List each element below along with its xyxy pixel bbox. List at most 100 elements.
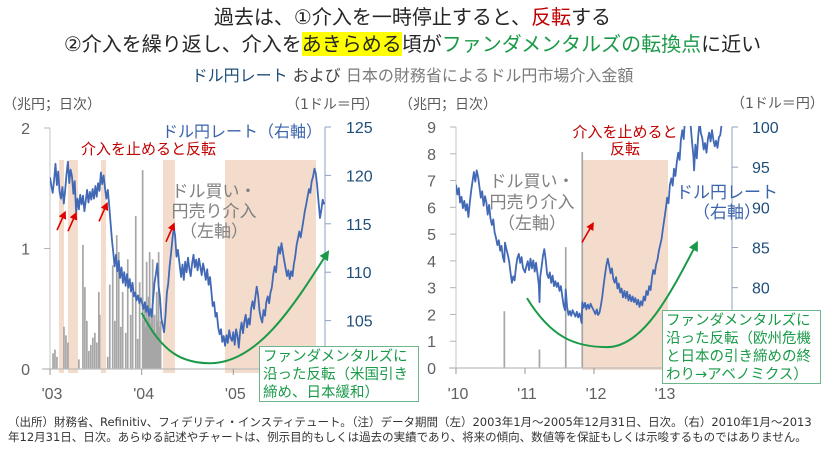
fundamentals-reversal-arrow [526, 240, 698, 349]
y-left-tick-label: 3 [427, 281, 436, 298]
left-chart-series-label: ドル円レート（右軸） [162, 122, 323, 141]
left-chart-y-right-unit: （1ドル＝円） [286, 97, 379, 113]
intervention-label-line: 円売り介入 [489, 193, 575, 213]
intervention-pause-shade [581, 160, 668, 370]
intervention-label-line: （左軸） [180, 222, 248, 242]
intervention-bar [142, 320, 145, 369]
intervention-bar [65, 335, 67, 369]
y-right-tick-label: 90 [752, 200, 770, 217]
y-left-tick-label: 8 [427, 147, 436, 164]
intervention-bar [96, 342, 98, 369]
intervention-bar [98, 314, 101, 369]
title-emphasis-fundamentals: ファンダメンタルズの転換点 [441, 32, 702, 56]
y-right-tick-label: 100 [752, 120, 779, 137]
x-tick-label: '03 [42, 386, 63, 403]
x-tick-label: '11 [517, 386, 537, 403]
y-left-tick-label: 7 [427, 174, 436, 191]
y-left-tick-label: 0 [21, 362, 30, 379]
y-left-tick-label: 4 [427, 254, 436, 271]
intervention-pause-shade [58, 160, 65, 373]
y-right-tick-label: 85 [752, 241, 770, 258]
title-line-1-tail: する [571, 5, 612, 29]
left-chart-y-left-unit: （兆円；日次） [3, 97, 101, 113]
pause-reversal-arrow [98, 202, 109, 222]
y-left-tick-label: 9 [427, 120, 436, 137]
title-line-2: ②介入を繰り返し、介入をあきらめる頃がファンダメンタルズの転換点に近い [0, 31, 825, 57]
intervention-label-line: ドル買い・ [171, 182, 257, 202]
intervention-bar [94, 332, 96, 369]
subtitle-rest: 日本の財務省によるドル円市場介入金額 [345, 66, 634, 85]
intervention-bar [92, 337, 94, 369]
intervention-bar [150, 308, 153, 370]
intervention-bar [106, 356, 109, 369]
x-tick-label: '04 [133, 386, 154, 403]
intervention-bar [158, 326, 161, 369]
y-right-tick-label: 80 [752, 281, 770, 298]
title-line-2-middle: 頃が [401, 32, 442, 56]
intervention-bar [157, 252, 160, 369]
intervention-bar [155, 291, 158, 369]
pause-reversal-arrow [67, 211, 78, 232]
pause-label-line: 反転 [609, 140, 641, 158]
right-chart-pause-label: 介入を止めると 反転 [572, 124, 677, 158]
x-tick-label: '05 [225, 386, 246, 403]
y-right-tick-label: 110 [346, 265, 372, 282]
right-chart-series-label: ドル円レート （右軸） [676, 183, 778, 223]
intervention-label-line: 円売り介入 [171, 202, 257, 222]
intervention-bar [149, 323, 152, 369]
fundamentals-box-line: ファンダメンタルズに [666, 313, 811, 329]
intervention-bar [153, 314, 156, 369]
fundamentals-box-line: 沿った反転（欧州危機 [666, 331, 811, 347]
intervention-bar [78, 359, 80, 369]
y-left-tick-label: 0 [427, 361, 436, 378]
intervention-bar [129, 314, 132, 369]
title-line-2-tail: に近い [701, 32, 762, 56]
intervention-bar [121, 291, 124, 369]
subtitle-series: ドル円レート [191, 66, 288, 85]
intervention-label-line: （左軸） [498, 214, 566, 234]
title-emphasis-reversal: 反転 [531, 5, 572, 29]
intervention-bar [138, 282, 141, 369]
y-right-tick-label: 95 [752, 160, 770, 177]
fundamentals-box-line: 沿った反転（米国引き [263, 367, 408, 383]
x-tick-label: '13 [655, 386, 676, 403]
intervention-bar [124, 332, 127, 369]
pause-reversal-arrow [56, 210, 67, 231]
intervention-bar [156, 320, 159, 369]
right-chart-y-left-unit: （兆円；日次） [399, 97, 497, 113]
intervention-bar [67, 342, 69, 369]
intervention-bar [146, 318, 149, 369]
y-left-tick-label: 1 [427, 334, 436, 351]
intervention-bar [159, 320, 162, 369]
intervention-bar [56, 356, 58, 369]
usdjpy-line [50, 160, 325, 349]
left-chart-fundamentals-box: ファンダメンタルズに 沿った反転（米国引き 締め、日本緩和） [259, 346, 419, 402]
intervention-bar [98, 291, 100, 369]
title-line-1-text: 過去は、①介入を一時停止すると、 [213, 5, 532, 29]
intervention-bar [131, 291, 134, 369]
y-right-tick-label: 125 [346, 120, 373, 137]
series-label-line: ドル円レート [676, 183, 778, 203]
source-footnote: （出所）財務省、Refinitiv、フィデリティ・インスティテュート。（注）デー… [8, 415, 812, 444]
usdjpy-line [456, 126, 723, 324]
y-left-tick-label: 1 [21, 242, 30, 259]
x-tick-label: '12 [586, 386, 607, 403]
intervention-bar [84, 287, 86, 369]
y-left-tick-label: 6 [427, 200, 436, 217]
intervention-bar [154, 332, 157, 369]
intervention-bar [581, 151, 584, 368]
intervention-bar [86, 320, 88, 369]
title-line-2-text: ②介入を繰り返し、介入を [63, 32, 302, 56]
pause-label-line: 介入を止めると [572, 123, 678, 141]
intervention-bar [90, 344, 92, 369]
y-left-tick-label: 2 [427, 307, 436, 324]
intervention-bar [117, 252, 120, 369]
right-chart-fundamentals-box: ファンダメンタルズに 沿った反転（欧州危機 と日本の引き締めの終 わり→アベノミ… [662, 310, 821, 384]
intervention-label-line: ドル買い・ [489, 172, 575, 192]
left-chart-pause-label: 介入を止めると反転 [81, 140, 217, 158]
y-left-tick-label: 2 [21, 121, 30, 138]
intervention-bar [141, 170, 144, 369]
fundamentals-box-line: と日本の引き締めの終 [666, 349, 811, 365]
fundamentals-reversal-arrow [140, 250, 330, 365]
y-right-tick-label: 105 [346, 314, 373, 331]
